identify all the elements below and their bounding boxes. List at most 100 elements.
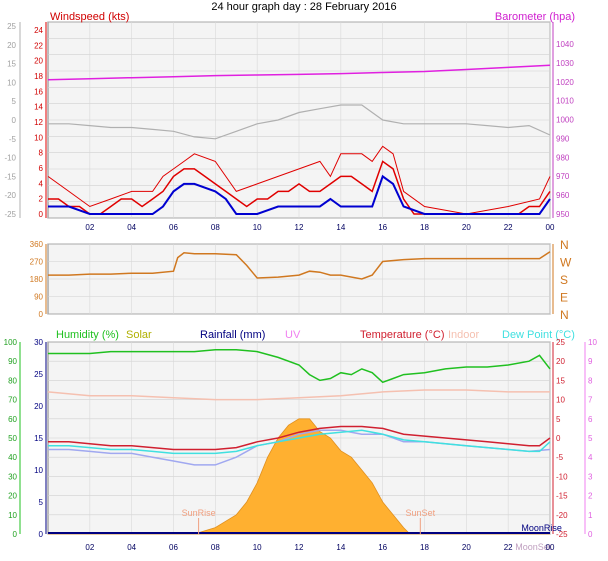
x-tick-label: 22	[504, 543, 513, 552]
mid-grid	[48, 243, 551, 315]
windspeed-tick-label: 12	[34, 118, 43, 127]
x-tick-label: 00	[546, 223, 555, 232]
far-left-tick-label: -15	[4, 172, 16, 181]
series-windspeed-avg	[48, 174, 551, 215]
barometer-tick-label: 950	[556, 210, 570, 219]
uv-tick-label: 6	[588, 415, 593, 424]
far-left-tick-label: -5	[9, 135, 17, 144]
rain-ticks: 30 25 20 15 10 5 0	[34, 338, 43, 539]
windspeed-tick-label: 0	[39, 210, 44, 219]
x-tick-label: 10	[253, 223, 262, 232]
rainfall-tick-label: 10	[34, 466, 43, 475]
uv-tick-label: 1	[588, 511, 593, 520]
compass-tick-label: N	[560, 308, 569, 322]
barometer-tick-label: 1040	[556, 40, 574, 49]
bottom-series	[47, 348, 551, 535]
humidity-tick-label: 60	[8, 415, 17, 424]
direction-degrees-tick-label: 270	[30, 258, 44, 267]
temperature-tick-label: -5	[556, 453, 564, 462]
uv-tick-label: 9	[588, 357, 593, 366]
legend-entry: Humidity (%)	[56, 329, 119, 341]
sun-moon-annotations: SunRise SunSet MoonSet MoonRise	[182, 508, 562, 552]
direction-degrees-tick-label: 360	[30, 240, 44, 249]
direction-degrees-tick-label: 0	[39, 310, 44, 319]
mid-left-ticks: 360 270 180 90 0	[30, 240, 44, 319]
rainfall-tick-label: 5	[39, 498, 44, 507]
windspeed-tick-label: 20	[34, 57, 43, 66]
barometer-axis-title: Barometer (hpa)	[495, 11, 575, 23]
temperature-tick-label: 25	[556, 338, 565, 347]
bottom-legend: Humidity (%) Solar Rainfall (mm) UV Temperat…	[56, 329, 575, 341]
humidity-tick-label: 100	[4, 338, 18, 347]
humidity-tick-label: 50	[8, 434, 17, 443]
legend-entry: Rainfall (mm)	[200, 329, 265, 341]
far-left-tick-label: -10	[4, 154, 16, 163]
compass-tick-label: N	[560, 238, 569, 252]
barometer-tick-label: 1020	[556, 78, 574, 87]
x-tick-label: 16	[378, 543, 387, 552]
series-indoor	[47, 389, 550, 401]
far-left-tick-label: -25	[4, 210, 16, 219]
humidity-tick-label: 40	[8, 453, 17, 462]
temperature-tick-label: 20	[556, 357, 565, 366]
humidity-tick-label: 10	[8, 511, 17, 520]
rainfall-tick-label: 20	[34, 402, 43, 411]
uv-tick-label: 10	[588, 338, 597, 347]
far-left-tick-label: 15	[7, 60, 16, 69]
annotation-label: SunRise	[182, 508, 216, 518]
humidity-tick-label: 80	[8, 376, 17, 385]
temperature-tick-label: 15	[556, 376, 565, 385]
windspeed-tick-label: 14	[34, 103, 43, 112]
x-tick-label: 12	[295, 543, 304, 552]
uv-tick-label: 2	[588, 492, 593, 501]
x-tick-label: 14	[336, 223, 345, 232]
barometer-tick-label: 980	[556, 153, 570, 162]
temperature-tick-label: 10	[556, 396, 565, 405]
annotation-label: MoonRise	[521, 523, 562, 533]
mid-series	[48, 251, 551, 280]
humidity-tick-label: 70	[8, 396, 17, 405]
x-tick-label: 18	[420, 543, 429, 552]
barometer-tick-label: 1010	[556, 97, 574, 106]
top-x-ticks: 02 04 06 08 10 12 14 16 18 20 22 00	[85, 223, 555, 232]
x-tick-label: 20	[462, 223, 471, 232]
far-left-tick-label: -20	[4, 191, 16, 200]
legend-entry: Dew Point (°C)	[502, 329, 575, 341]
temperature-tick-label: -25	[556, 530, 568, 539]
top-far-left-ticks: 25 20 15 10 5 0 -5 -10 -15 -20 -25	[4, 22, 16, 219]
direction-degrees-tick-label: 180	[30, 275, 44, 284]
windspeed-tick-label: 4	[39, 179, 44, 188]
temperature-tick-label: -10	[556, 472, 568, 481]
top-series	[47, 64, 551, 215]
rainfall-tick-label: 25	[34, 370, 43, 379]
uv-tick-label: 4	[588, 453, 593, 462]
barometer-tick-label: 990	[556, 134, 570, 143]
far-left-tick-label: 20	[7, 41, 16, 50]
temperature-tick-label: -15	[556, 492, 568, 501]
compass-tick-label: S	[560, 273, 568, 287]
windspeed-tick-label: 8	[39, 149, 44, 158]
x-tick-label: 08	[211, 543, 220, 552]
x-tick-label: 10	[253, 543, 262, 552]
series-humidity	[48, 348, 551, 384]
direction-degrees-tick-label: 90	[34, 293, 43, 302]
barometer-tick-label: 1000	[556, 116, 574, 125]
compass-tick-label: E	[560, 291, 568, 305]
temperature-tick-label: -20	[556, 511, 568, 520]
windspeed-axis-title: Windspeed (kts)	[50, 11, 129, 23]
annotation-label: MoonSet	[515, 542, 552, 552]
humidity-tick-label: 20	[8, 492, 17, 501]
rainfall-tick-label: 15	[34, 434, 43, 443]
barometer-tick-label: 1030	[556, 59, 574, 68]
x-tick-label: 06	[169, 543, 178, 552]
x-tick-label: 02	[85, 223, 94, 232]
humidity-tick-label: 0	[13, 530, 18, 539]
series-barometer	[47, 64, 551, 81]
x-tick-label: 02	[85, 543, 94, 552]
far-left-tick-label: 0	[12, 116, 17, 125]
x-tick-label: 08	[211, 223, 220, 232]
